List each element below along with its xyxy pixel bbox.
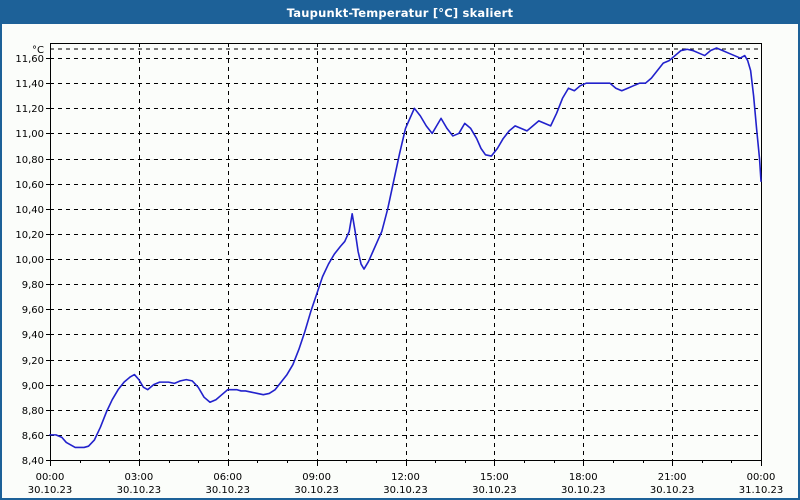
y-axis-unit-label: °C <box>32 45 44 56</box>
y-axis-unit: °C <box>32 45 44 56</box>
x-tick-label-date: 30.10.23 <box>28 485 73 496</box>
y-tick-label: 10,40 <box>15 205 44 216</box>
window-title: Taupunkt-Temperatur [°C] skaliert <box>286 6 514 20</box>
series-line <box>49 47 762 449</box>
x-tick-label-date: 30.10.23 <box>294 485 339 496</box>
x-tick-label-time: 00:00 <box>36 472 65 483</box>
x-tick-label-date: 30.10.23 <box>472 485 517 496</box>
x-tick-label-date: 30.10.23 <box>561 485 606 496</box>
plot-frame <box>50 43 762 461</box>
y-tick-label: 9,20 <box>22 356 44 367</box>
y-axis-labels: 8,40 8,60 8,80 9,00 9,20 9,40 9,60 9,80 10,00 10,… <box>15 54 44 467</box>
x-tick-label-time: 00:00 <box>747 472 776 483</box>
chart-canvas: 8,40 8,60 8,80 9,00 9,20 9,40 9,60 9,80 10,00 10,… <box>2 24 798 498</box>
plot-background <box>50 43 761 460</box>
y-tick-label: 8,60 <box>22 431 44 442</box>
x-tick-label-date: 30.10.23 <box>650 485 695 496</box>
y-tick-label: 10,20 <box>15 230 44 241</box>
data-series-group <box>49 47 762 449</box>
y-tick-label: 11,60 <box>15 54 44 65</box>
x-tick-label-time: 09:00 <box>302 472 331 483</box>
y-tick-label: 8,80 <box>22 406 44 417</box>
x-tick-label-time: 03:00 <box>124 472 153 483</box>
window-titlebar: Taupunkt-Temperatur [°C] skaliert <box>2 2 798 24</box>
x-tick-label-date: 31.10.23 <box>739 485 784 496</box>
x-axis-labels: 00:00 30.10.23 03:00 30.10.23 06:00 30.10.23 0… <box>28 472 784 496</box>
x-tick-label-time: 18:00 <box>569 472 598 483</box>
y-tick-label: 9,60 <box>22 305 44 316</box>
y-tick-label: 10,00 <box>15 255 44 266</box>
y-tick-label: 9,80 <box>22 280 44 291</box>
y-tick-label: 11,00 <box>15 129 44 140</box>
y-tick-label: 10,80 <box>15 155 44 166</box>
plot-border <box>50 43 762 461</box>
x-tick-label-date: 30.10.23 <box>117 485 162 496</box>
y-tick-label: 8,40 <box>22 456 44 467</box>
x-tick-label-time: 12:00 <box>391 472 420 483</box>
y-tick-label: 11,20 <box>15 104 44 115</box>
y-tick-label: 9,00 <box>22 381 44 392</box>
y-tick-label: 10,60 <box>15 180 44 191</box>
y-tick-label: 11,40 <box>15 79 44 90</box>
x-tick-label-date: 30.10.23 <box>205 485 250 496</box>
x-tick-label-time: 15:00 <box>480 472 509 483</box>
x-tick-label-time: 06:00 <box>213 472 242 483</box>
x-tick-label-date: 30.10.23 <box>383 485 428 496</box>
plot-area <box>50 43 761 460</box>
line-chart: 8,40 8,60 8,80 9,00 9,20 9,40 9,60 9,80 10,00 10,… <box>15 43 784 496</box>
y-tick-label: 9,40 <box>22 330 44 341</box>
x-tick-label-time: 21:00 <box>658 472 687 483</box>
